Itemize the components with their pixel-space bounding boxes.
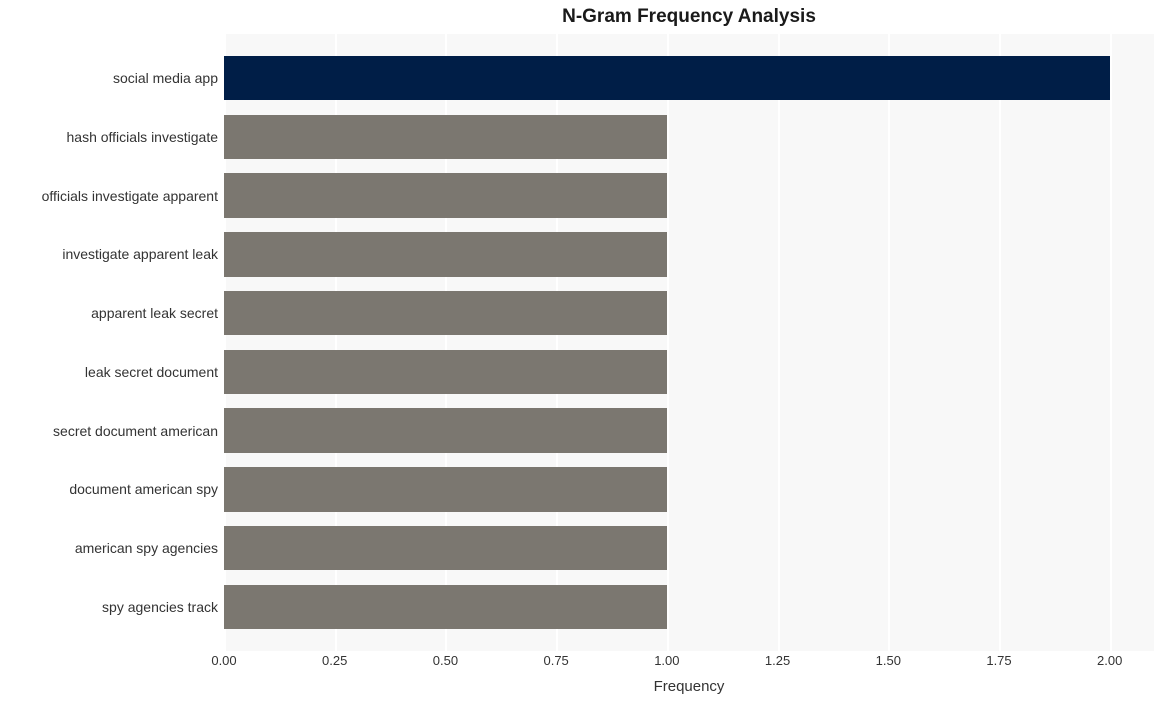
x-axis-label: Frequency	[224, 678, 1154, 695]
y-tick-label: spy agencies track	[102, 599, 218, 615]
y-tick-label: investigate apparent leak	[62, 246, 218, 262]
x-axis-ticks: 0.000.250.500.751.001.251.501.752.00	[224, 653, 1154, 671]
x-tick-label: 1.50	[876, 653, 901, 668]
x-tick-label: 1.00	[654, 653, 679, 668]
bar	[224, 526, 667, 571]
x-tick-label: 1.25	[765, 653, 790, 668]
x-tick-label: 0.25	[322, 653, 347, 668]
y-tick-label: american spy agencies	[75, 540, 218, 556]
plot-area	[224, 34, 1154, 651]
bar	[224, 115, 667, 160]
x-tick-label: 0.75	[543, 653, 568, 668]
y-tick-label: secret document american	[53, 423, 218, 439]
y-tick-label: social media app	[113, 70, 218, 86]
bar	[224, 56, 1110, 101]
bar	[224, 350, 667, 395]
ngram-chart: N-Gram Frequency Analysis social media a…	[0, 0, 1164, 701]
y-tick-label: apparent leak secret	[91, 305, 218, 321]
chart-title: N-Gram Frequency Analysis	[224, 6, 1154, 28]
bar	[224, 585, 667, 630]
bar	[224, 467, 667, 512]
x-tick-label: 2.00	[1097, 653, 1122, 668]
bar	[224, 408, 667, 453]
y-axis-labels: social media app hash officials investiga…	[0, 34, 224, 651]
y-tick-label: hash officials investigate	[67, 129, 219, 145]
x-tick-label: 0.50	[433, 653, 458, 668]
bars-layer	[224, 34, 1154, 651]
bar	[224, 173, 667, 218]
x-tick-label: 0.00	[211, 653, 236, 668]
y-tick-label: officials investigate apparent	[42, 188, 218, 204]
y-tick-label: document american spy	[69, 481, 218, 497]
y-tick-label: leak secret document	[85, 364, 218, 380]
x-tick-label: 1.75	[986, 653, 1011, 668]
bar	[224, 232, 667, 277]
bar	[224, 291, 667, 336]
